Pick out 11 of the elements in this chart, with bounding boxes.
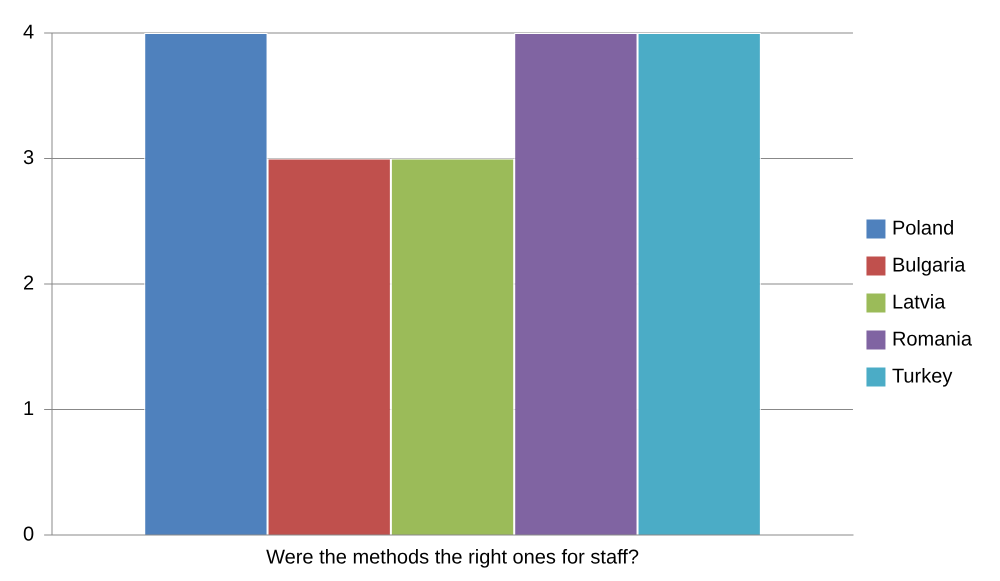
- legend-label: Poland: [892, 218, 954, 240]
- legend-label: Latvia: [892, 292, 946, 314]
- y-tick-label: 1: [23, 398, 34, 420]
- x-tick-label: Were the methods the right ones for staff?: [266, 546, 639, 569]
- legend-label: Turkey: [892, 366, 952, 388]
- legend-label: Bulgaria: [892, 254, 966, 277]
- legend-label: Romania: [892, 328, 973, 351]
- y-tick-label: 3: [23, 147, 34, 170]
- y-tick-label: 0: [23, 524, 34, 546]
- y-tick-label: 4: [23, 22, 34, 44]
- y-tick-label: 2: [23, 272, 34, 295]
